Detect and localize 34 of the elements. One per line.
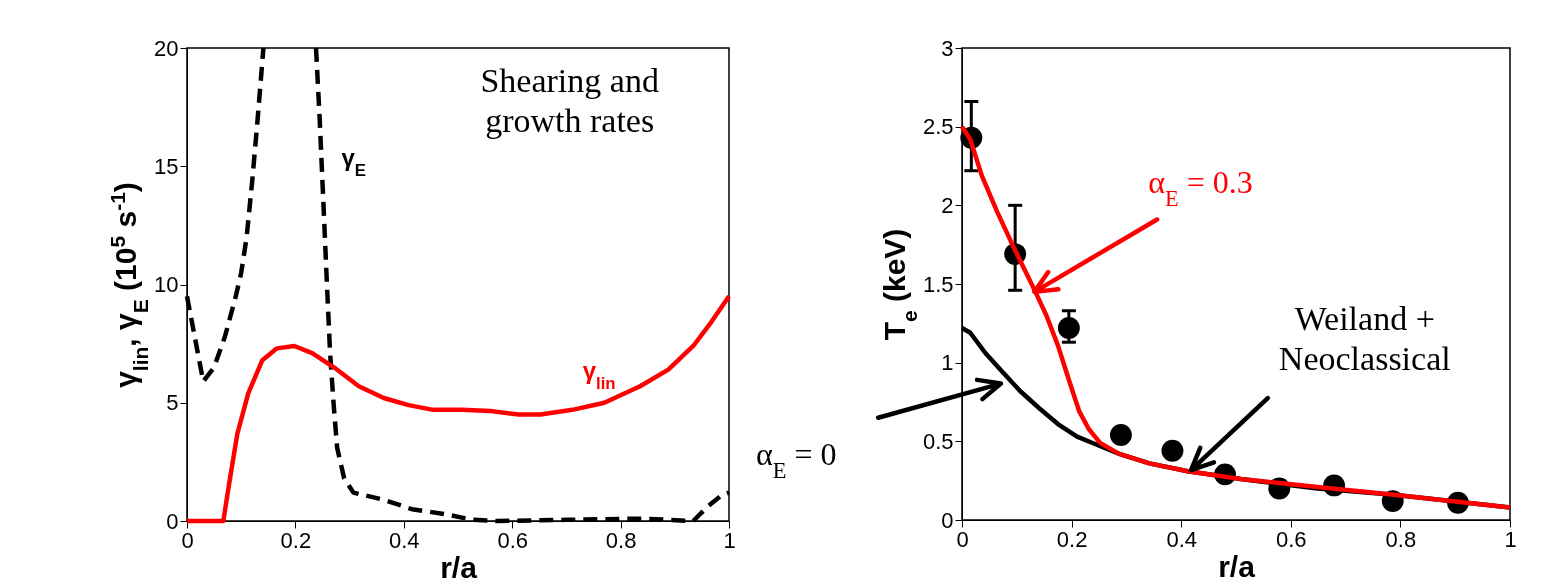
series-label: γ$_{lin}$ [582, 357, 616, 393]
x-tick-label: 0.6 [1276, 526, 1307, 552]
annotation: Weiland + Neoclassical [1278, 299, 1451, 377]
y-tick-label: 0 [941, 507, 954, 533]
point [1109, 424, 1132, 446]
x-tick-label: 1 [1504, 526, 1517, 552]
point [1057, 317, 1080, 339]
x-tick-label: 0.4 [389, 527, 420, 553]
annotation: Shearing and growth rates [480, 61, 659, 139]
y-tick-label: 2.5 [922, 114, 954, 140]
x-tick-label: 0.8 [605, 527, 637, 553]
y-tick-label: 3 [941, 35, 954, 61]
point [1161, 439, 1184, 462]
line-series [959, 124, 1513, 510]
text: α$_{E}$ = 0.3 [1148, 164, 1253, 211]
y-tick-label: 15 [154, 153, 179, 179]
y-tick-label: 0 [166, 508, 179, 534]
y-tick-label: 1 [941, 350, 954, 376]
x-tick-label: 0.2 [280, 527, 312, 553]
x-tick-label: 0.6 [497, 527, 528, 553]
y-tick-label: 20 [154, 35, 179, 61]
text: α$_{E}$ = 0 [755, 436, 837, 483]
y-tick-label: 2 [941, 192, 954, 218]
y-tick-label: 1.5 [922, 271, 954, 297]
y-tick-label: 5 [166, 390, 179, 416]
x-tick-label: 0.4 [1166, 526, 1197, 552]
x-axis-title: r/a [1218, 549, 1256, 583]
x-tick-label: 0.8 [1385, 526, 1417, 552]
x-axis-title: r/a [440, 550, 478, 584]
y-tick-label: 10 [154, 272, 179, 297]
x-tick-label: 1 [723, 527, 736, 553]
x-tick-label: 0.2 [1056, 526, 1088, 552]
series-label: γ$_{E}$ [341, 144, 367, 180]
y-tick-label: 0.5 [922, 428, 954, 454]
